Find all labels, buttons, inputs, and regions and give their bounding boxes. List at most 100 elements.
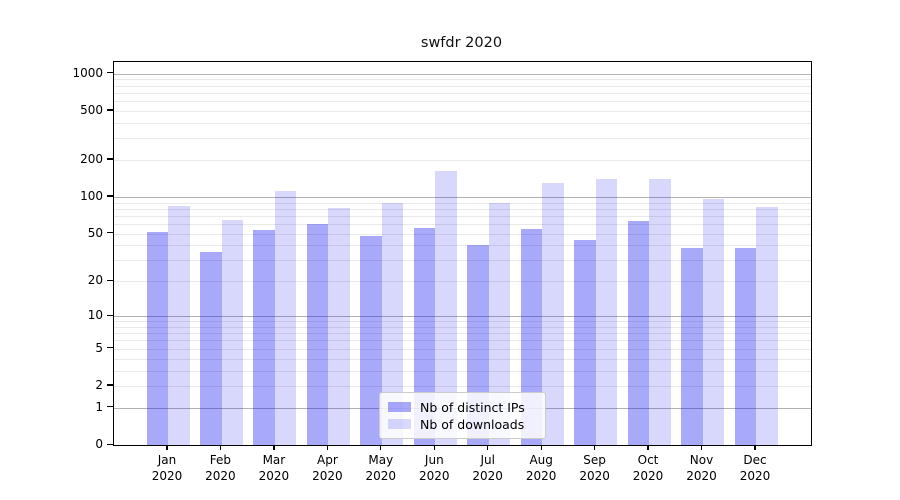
- y-tick-mark: [107, 279, 113, 282]
- x-tick-month: May: [368, 453, 394, 467]
- bar-distinct-ips-nov: [681, 248, 703, 445]
- x-tick-year: 2020: [365, 469, 397, 483]
- x-tick-mark: [647, 445, 649, 450]
- y-tick-label: 200: [80, 151, 103, 166]
- x-tick-mark: [219, 445, 222, 450]
- x-tick-mark: [166, 445, 168, 450]
- y-tick-label: 0: [95, 437, 103, 451]
- bar-downloads-aug: [542, 182, 564, 445]
- x-tick-mark: [594, 445, 596, 450]
- bar-distinct-ips-jan: [146, 231, 168, 445]
- y-tick-mark: [107, 314, 113, 316]
- x-tick-year: 2020: [739, 469, 771, 483]
- bar-downloads-dec: [756, 207, 778, 445]
- y-tick-label: 2: [95, 377, 103, 392]
- x-tick-label-apr: Apr 2020: [299, 452, 355, 484]
- gridline-minor: [114, 202, 811, 204]
- gridline-minor: [114, 348, 811, 350]
- y-tick-label: 10: [87, 308, 103, 323]
- y-tick-label: 50: [87, 225, 103, 240]
- legend-swatch-downloads: [388, 419, 411, 429]
- legend: Nb of distinct IPs Nb of downloads: [379, 392, 546, 439]
- bar-downloads-nov: [702, 198, 724, 445]
- bar-downloads-feb: [221, 219, 243, 445]
- bar-distinct-ips-mar: [253, 229, 275, 445]
- bar-downloads-mar: [274, 190, 297, 445]
- x-tick-month: Jul: [480, 453, 495, 467]
- x-tick-mark: [273, 445, 275, 450]
- x-tick-label-sep: Sep 2020: [567, 452, 623, 484]
- legend-item-distinct-ips: Nb of distinct IPs: [388, 399, 537, 415]
- gridline-minor: [114, 281, 811, 283]
- x-tick-month: Mar: [262, 453, 286, 467]
- gridline-minor: [114, 233, 811, 235]
- y-tick-mark: [107, 232, 113, 234]
- gridline-minor: [114, 159, 811, 161]
- bar-downloads-jan: [168, 206, 190, 445]
- y-tick-mark: [107, 347, 113, 349]
- bar-downloads-jul: [488, 203, 511, 445]
- x-tick-label-jan: Jan 2020: [139, 452, 195, 484]
- gridline-minor: [114, 138, 811, 140]
- gridline-minor: [114, 85, 811, 87]
- x-tick-label-jul: Jul 2020: [460, 452, 516, 484]
- y-tick-mark: [107, 443, 113, 445]
- legend-label-downloads: Nb of downloads: [420, 416, 525, 432]
- x-tick-month: Jan: [157, 453, 177, 467]
- y-tick-label: 1: [95, 399, 103, 414]
- x-tick-year: 2020: [472, 469, 503, 483]
- x-tick-year: 2020: [151, 469, 183, 483]
- gridline-minor: [114, 224, 811, 225]
- bar-distinct-ips-sep: [574, 240, 596, 445]
- x-tick-month: Oct: [637, 453, 659, 467]
- y-tick-mark: [107, 158, 113, 160]
- x-tick-mark: [700, 445, 703, 450]
- gridline-minor: [114, 245, 811, 247]
- gridline-minor: [114, 101, 811, 102]
- x-tick-month: Sep: [583, 453, 606, 467]
- y-tick-label: 500: [80, 102, 103, 117]
- x-tick-mark: [754, 445, 756, 450]
- bar-distinct-ips-oct: [627, 221, 649, 445]
- x-tick-month: Feb: [209, 453, 232, 467]
- x-tick-label-oct: Oct 2020: [620, 452, 676, 484]
- x-tick-mark: [326, 445, 328, 450]
- gridline-major: [114, 73, 811, 75]
- gridline-minor: [114, 92, 811, 94]
- gridline-minor: [114, 215, 811, 217]
- bar-distinct-ips-dec: [734, 248, 756, 445]
- x-tick-mark: [380, 445, 382, 450]
- x-tick-mark: [433, 445, 435, 450]
- x-tick-label-aug: Aug 2020: [513, 452, 569, 484]
- y-tick-mark: [107, 72, 113, 74]
- x-tick-year: 2020: [258, 469, 290, 483]
- gridline-minor: [114, 110, 811, 112]
- gridline-major: [114, 316, 811, 318]
- x-tick-label-jun: Jun 2020: [406, 452, 462, 484]
- gridline-minor: [114, 340, 811, 342]
- y-tick-label: 100: [80, 188, 103, 203]
- gridline-major: [114, 196, 811, 198]
- x-tick-year: 2020: [686, 469, 717, 483]
- gridline-minor: [114, 326, 811, 328]
- x-tick-label-feb: Feb 2020: [192, 452, 248, 484]
- legend-swatch-distinct-ips: [388, 402, 411, 412]
- bar-distinct-ips-may: [360, 235, 382, 445]
- gridline-minor: [114, 370, 811, 372]
- legend-label-distinct-ips: Nb of distinct IPs: [420, 399, 525, 415]
- x-tick-label-mar: Mar 2020: [246, 452, 302, 484]
- y-tick-mark: [107, 195, 113, 197]
- legend-item-downloads: Nb of downloads: [388, 416, 537, 432]
- y-tick-mark: [107, 406, 113, 408]
- x-tick-month: Jun: [424, 453, 444, 467]
- gridline-minor: [114, 122, 811, 124]
- bar-downloads-oct: [649, 178, 671, 445]
- x-tick-year: 2020: [205, 469, 236, 483]
- x-tick-year: 2020: [312, 469, 343, 483]
- bar-downloads-apr: [328, 208, 350, 445]
- chart-title: swfdr 2020: [420, 35, 503, 51]
- bar-downloads-jun: [435, 170, 457, 445]
- gridline-minor: [114, 358, 811, 360]
- bar-distinct-ips-jun: [413, 227, 436, 445]
- gridline-minor: [114, 385, 811, 387]
